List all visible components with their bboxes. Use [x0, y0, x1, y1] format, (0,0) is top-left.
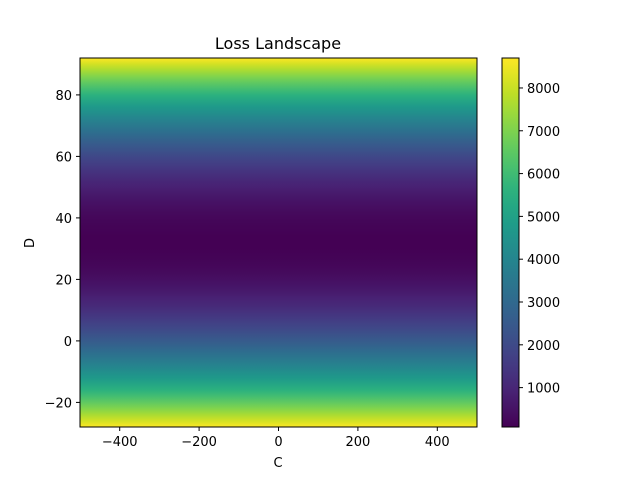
x-axis-ticks: −400 −200 0 200 400	[102, 427, 450, 450]
x-axis-label: C	[273, 456, 282, 471]
colorbar-tick-label: 5000	[527, 210, 560, 225]
colorbar	[502, 58, 519, 427]
y-tick-label: 0	[64, 335, 72, 350]
colorbar-tick-label: 4000	[527, 253, 560, 268]
chart-title: Loss Landscape	[215, 34, 341, 53]
y-tick-label: 40	[55, 212, 72, 227]
x-tick-label: −400	[102, 435, 138, 450]
y-tick-label: 80	[55, 89, 72, 104]
colorbar-tick-label: 8000	[527, 82, 560, 97]
x-tick-label: 200	[345, 435, 370, 450]
colorbar-tick-label: 6000	[527, 168, 560, 183]
colorbar-ticks: 1000 2000 3000 4000 5000 6000 7000 8000	[519, 82, 560, 397]
y-axis-ticks: −20 0 20 40 60 80	[45, 89, 80, 411]
x-tick-label: −200	[181, 435, 217, 450]
colorbar-frame	[501, 57, 520, 428]
y-tick-label: −20	[45, 396, 72, 411]
colorbar-tick-label: 2000	[527, 339, 560, 354]
colorbar-tick-label: 1000	[527, 382, 560, 397]
colorbar-tick-label: 3000	[527, 296, 560, 311]
y-axis-label: D	[23, 238, 38, 248]
y-tick-label: 20	[55, 273, 72, 288]
x-tick-label: 400	[425, 435, 450, 450]
y-tick-label: 60	[55, 150, 72, 165]
x-tick-label: 0	[274, 435, 282, 450]
colorbar-tick-label: 7000	[527, 125, 560, 140]
heatmap-area	[80, 58, 477, 427]
